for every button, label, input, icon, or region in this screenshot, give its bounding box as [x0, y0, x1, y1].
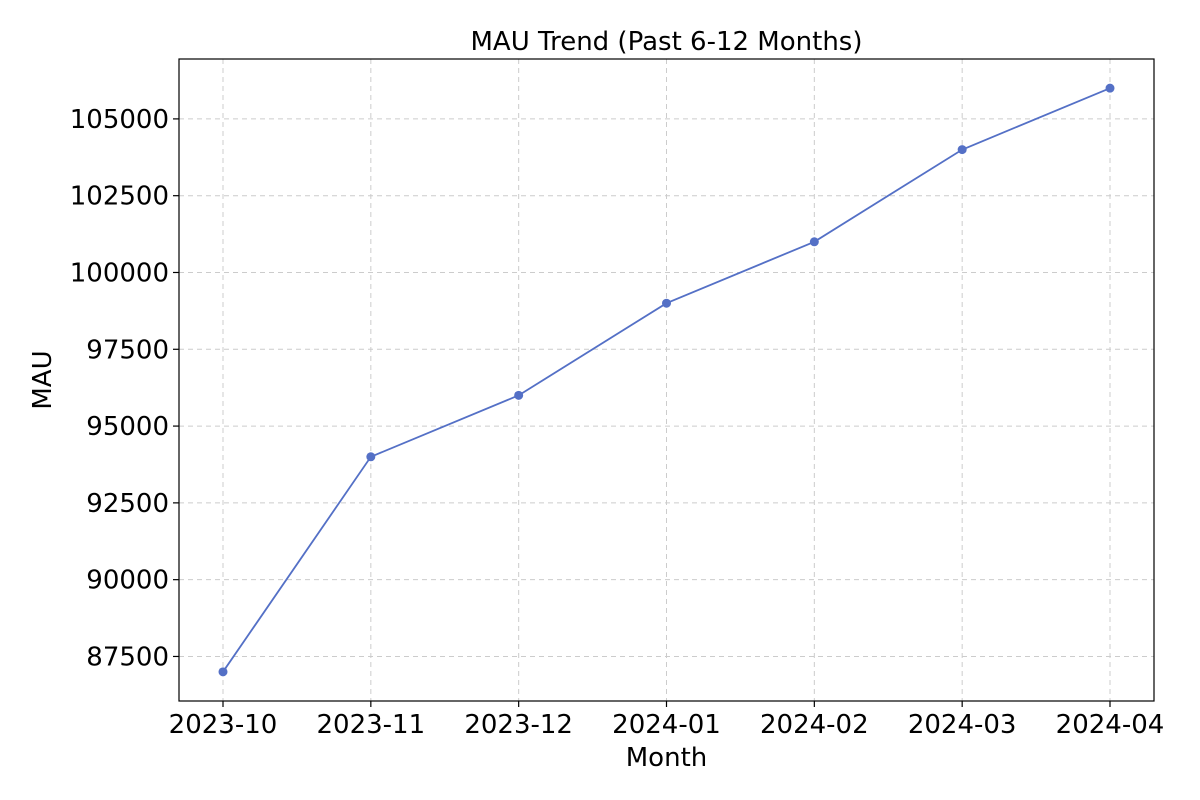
x-tick-label: 2023-11: [317, 710, 426, 740]
y-tick-label: 105000: [70, 105, 169, 135]
chart-title: MAU Trend (Past 6-12 Months): [471, 27, 863, 57]
mau-data-point: [218, 667, 228, 677]
y-axis-label: MAU: [28, 350, 58, 409]
mau-data-point: [809, 237, 819, 247]
y-tick-label: 92500: [86, 489, 169, 519]
mau-data-point: [957, 145, 967, 155]
y-tick-label: 97500: [86, 335, 169, 365]
x-tick-label: 2024-04: [1056, 710, 1165, 740]
mau-data-point: [1105, 83, 1115, 93]
x-tick-label: 2024-03: [908, 710, 1017, 740]
y-tick-label: 100000: [70, 258, 169, 288]
y-tick-label: 102500: [70, 182, 169, 212]
mau-data-point: [366, 452, 376, 462]
y-tick-label: 90000: [86, 566, 169, 596]
x-tick-label: 2024-01: [612, 710, 721, 740]
grid-layer: [179, 59, 1154, 701]
x-tick-label: 2023-12: [464, 710, 573, 740]
x-tick-label: 2024-02: [760, 710, 869, 740]
y-tick-label: 87500: [86, 642, 169, 672]
x-tick-label: 2023-10: [169, 710, 278, 740]
series-layer: [218, 83, 1115, 677]
x-axis-label: Month: [626, 743, 708, 773]
mau-data-point: [514, 390, 524, 400]
y-tick-label: 95000: [86, 412, 169, 442]
ticks-layer: 2023-10 2023-11 2023-12 2024-01 2024-02 2024-…: [70, 105, 1165, 740]
mau-data-point: [662, 298, 671, 308]
